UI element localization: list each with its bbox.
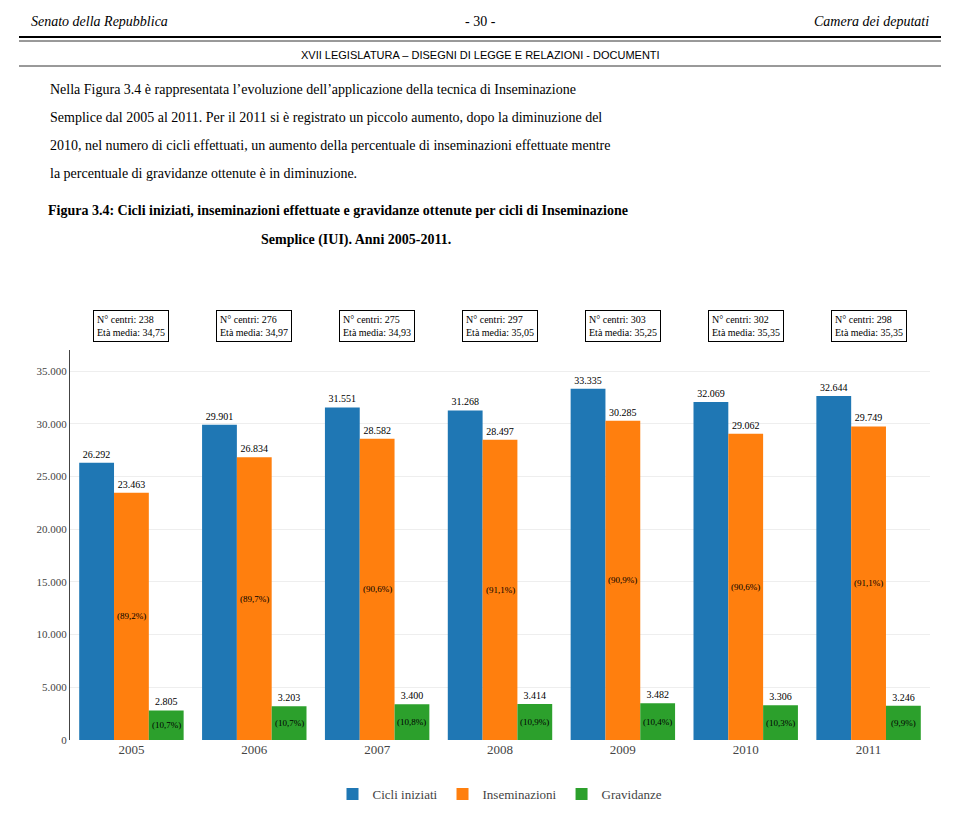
svg-text:(91,1%): (91,1%)	[486, 585, 515, 595]
svg-text:20.000: 20.000	[37, 523, 68, 535]
svg-text:Semplice (IUI). Anni 2005-2011: Semplice (IUI). Anni 2005-2011.	[261, 232, 451, 248]
svg-text:2005: 2005	[118, 742, 144, 757]
svg-text:(10,3%): (10,3%)	[766, 718, 795, 728]
svg-text:2006: 2006	[241, 742, 267, 757]
svg-text:35.000: 35.000	[37, 365, 68, 377]
svg-text:31.268: 31.268	[451, 396, 479, 407]
svg-text:3.400: 3.400	[401, 690, 424, 701]
svg-text:N° centri: 275Età media: 34,93: N° centri: 275Età media: 34,93	[343, 314, 411, 338]
svg-text:Gravidanze: Gravidanze	[602, 787, 662, 802]
svg-text:2007: 2007	[364, 742, 391, 757]
svg-text:N° centri: 276Età media: 34,97: N° centri: 276Età media: 34,97	[220, 314, 288, 338]
svg-text:2008: 2008	[487, 742, 513, 757]
svg-text:(91,1%): (91,1%)	[854, 578, 883, 588]
svg-text:(10,8%): (10,8%)	[397, 717, 426, 727]
svg-text:XVII LEGISLATURA – DISEGNI DI: XVII LEGISLATURA – DISEGNI DI LEGGE E RE…	[301, 49, 660, 61]
svg-text:28.582: 28.582	[363, 425, 391, 436]
svg-text:33.335: 33.335	[574, 375, 602, 386]
svg-text:la percentuale di gravidanze o: la percentuale di gravidanze ottenute è …	[50, 166, 357, 181]
svg-text:N° centri: 302Età media: 35,35: N° centri: 302Età media: 35,35	[712, 314, 780, 338]
svg-text:5.000: 5.000	[42, 681, 67, 693]
svg-text:N° centri: 297Età media: 35,05: N° centri: 297Età media: 35,05	[466, 314, 534, 338]
svg-text:26.834: 26.834	[241, 443, 269, 454]
svg-text:N° centri: 303Età media: 35,25: N° centri: 303Età media: 35,25	[589, 314, 657, 338]
svg-text:31.551: 31.551	[329, 393, 357, 404]
svg-text:2010: 2010	[733, 742, 759, 757]
svg-text:3.203: 3.203	[278, 692, 301, 703]
svg-text:Nella Figura 3.4 è rappresenta: Nella Figura 3.4 è rappresentata l’evolu…	[50, 82, 576, 97]
svg-text:(89,2%): (89,2%)	[117, 611, 146, 621]
svg-text:(10,4%): (10,4%)	[643, 717, 672, 727]
svg-text:3.246: 3.246	[892, 692, 915, 703]
svg-text:29.749: 29.749	[855, 412, 883, 423]
svg-text:29.901: 29.901	[206, 411, 234, 422]
svg-text:2009: 2009	[610, 742, 636, 757]
svg-text:0: 0	[61, 734, 67, 746]
svg-text:2011: 2011	[856, 742, 882, 757]
svg-text:(90,9%): (90,9%)	[608, 575, 637, 585]
svg-text:Camera dei deputati: Camera dei deputati	[814, 14, 929, 29]
svg-text:(89,7%): (89,7%)	[240, 594, 269, 604]
svg-text:(90,6%): (90,6%)	[731, 582, 760, 592]
svg-text:30.285: 30.285	[609, 407, 637, 418]
svg-text:32.644: 32.644	[820, 382, 848, 393]
svg-text:15.000: 15.000	[37, 576, 68, 588]
svg-text:- 30 -: - 30 -	[465, 14, 496, 29]
svg-text:3.482: 3.482	[646, 689, 669, 700]
svg-text:3.306: 3.306	[769, 691, 792, 702]
svg-text:29.062: 29.062	[732, 420, 760, 431]
svg-text:30.000: 30.000	[37, 418, 68, 430]
svg-text:N° centri: 238Età media: 34,75: N° centri: 238Età media: 34,75	[97, 314, 165, 338]
svg-text:28.497: 28.497	[486, 426, 514, 437]
svg-text:(90,6%): (90,6%)	[363, 584, 392, 594]
svg-text:Semplice dal 2005 al 2011. Per: Semplice dal 2005 al 2011. Per il 2011 s…	[50, 110, 602, 125]
svg-text:23.463: 23.463	[118, 479, 146, 490]
svg-text:(9,9%): (9,9%)	[891, 718, 916, 728]
svg-text:3.414: 3.414	[524, 690, 547, 701]
svg-text:Cicli iniziati: Cicli iniziati	[373, 787, 438, 802]
svg-text:10.000: 10.000	[37, 628, 68, 640]
svg-text:(10,7%): (10,7%)	[275, 718, 304, 728]
svg-text:2010, nel numero di cicli effe: 2010, nel numero di cicli effettuati, un…	[50, 138, 610, 153]
svg-text:Figura 3.4: Cicli iniziati, in: Figura 3.4: Cicli iniziati, inseminazion…	[48, 203, 628, 218]
svg-text:26.292: 26.292	[83, 449, 111, 460]
svg-text:(10,7%): (10,7%)	[152, 720, 181, 730]
svg-text:Inseminazioni: Inseminazioni	[483, 787, 557, 802]
svg-text:N° centri: 298Età media: 35,35: N° centri: 298Età media: 35,35	[835, 314, 903, 338]
svg-text:25.000: 25.000	[37, 470, 68, 482]
svg-text:2.805: 2.805	[155, 696, 178, 707]
svg-text:32.069: 32.069	[697, 388, 725, 399]
svg-text:Senato della Repubblica: Senato della Repubblica	[31, 14, 168, 29]
svg-text:(10,9%): (10,9%)	[520, 717, 549, 727]
